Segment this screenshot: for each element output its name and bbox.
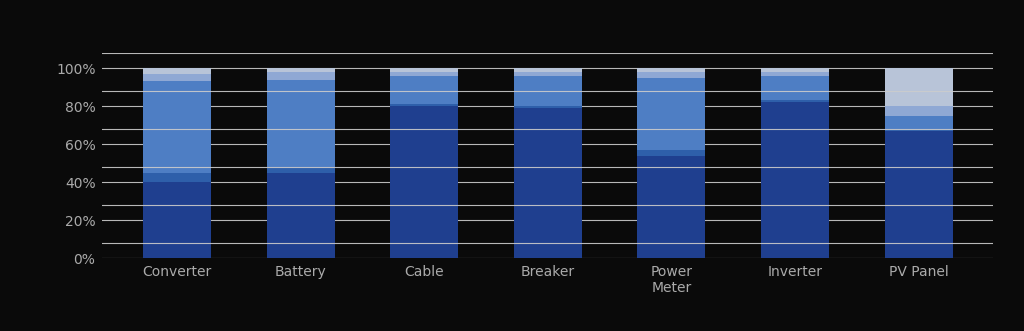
Bar xyxy=(390,72,458,76)
Bar xyxy=(514,106,582,108)
Bar xyxy=(638,68,706,72)
Bar xyxy=(885,131,952,258)
Bar xyxy=(390,104,458,106)
Bar xyxy=(514,72,582,76)
Bar xyxy=(390,68,458,72)
Bar xyxy=(266,167,335,173)
Bar xyxy=(885,68,952,106)
Bar xyxy=(143,81,211,173)
Bar xyxy=(390,76,458,104)
Bar xyxy=(761,101,829,102)
Bar xyxy=(638,156,706,258)
Bar xyxy=(761,102,829,258)
Bar xyxy=(143,74,211,81)
Bar xyxy=(266,79,335,167)
Bar xyxy=(638,150,706,156)
Bar xyxy=(143,68,211,74)
Bar xyxy=(514,68,582,72)
Bar xyxy=(885,129,952,131)
Bar xyxy=(638,78,706,150)
Bar xyxy=(143,173,211,182)
Bar xyxy=(390,106,458,258)
Bar xyxy=(514,108,582,258)
Bar xyxy=(885,106,952,116)
Bar xyxy=(514,76,582,106)
Bar xyxy=(266,68,335,72)
Bar xyxy=(885,116,952,129)
Bar xyxy=(761,72,829,76)
Bar xyxy=(761,68,829,72)
Bar xyxy=(638,72,706,78)
Bar xyxy=(761,76,829,101)
Bar xyxy=(266,72,335,79)
Bar xyxy=(266,173,335,258)
Bar xyxy=(143,182,211,258)
